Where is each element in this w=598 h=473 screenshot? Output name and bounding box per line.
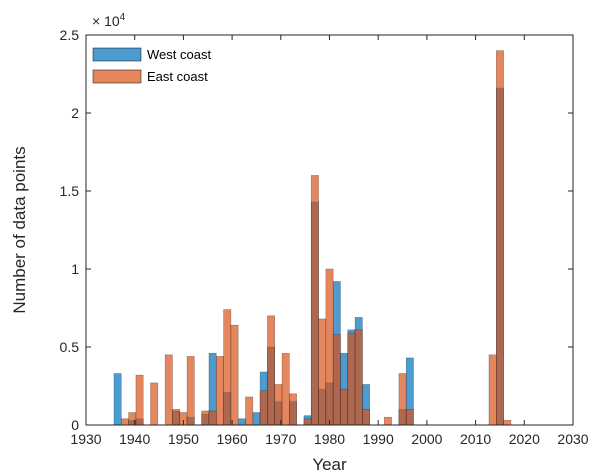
bar xyxy=(362,409,369,425)
x-tick-label: 2010 xyxy=(460,431,491,447)
bar xyxy=(238,419,245,425)
legend-label: West coast xyxy=(147,47,211,62)
legend-swatch xyxy=(93,48,141,61)
x-tick-label: 1940 xyxy=(119,431,150,447)
bar xyxy=(216,356,223,425)
x-tick-label: 1930 xyxy=(70,431,101,447)
bar xyxy=(311,175,318,425)
y-axis-title: Number of data points xyxy=(10,146,29,313)
bar xyxy=(289,394,296,425)
bar xyxy=(319,319,326,425)
x-tick-label: 1960 xyxy=(217,431,248,447)
y-tick-label: 0.5 xyxy=(60,339,80,355)
bar xyxy=(326,269,333,425)
bar xyxy=(187,356,194,425)
x-tick-label: 1990 xyxy=(363,431,394,447)
bar xyxy=(399,374,406,425)
bar xyxy=(348,333,355,425)
bar xyxy=(355,330,362,425)
bar xyxy=(333,335,340,425)
bar xyxy=(304,419,311,425)
y-exponent-label: × 104 xyxy=(92,12,126,29)
x-tick-label: 2030 xyxy=(557,431,588,447)
x-axis-title: Year xyxy=(312,455,347,473)
x-tick-label: 2000 xyxy=(411,431,442,447)
bar xyxy=(121,419,128,425)
bar xyxy=(496,51,503,425)
bar xyxy=(209,411,216,425)
bar xyxy=(253,413,260,425)
bar xyxy=(202,411,209,425)
x-tick-label: 1950 xyxy=(168,431,199,447)
bar xyxy=(282,353,289,425)
bar xyxy=(340,389,347,425)
bar xyxy=(114,374,121,425)
bar xyxy=(224,310,231,425)
legend-swatch xyxy=(93,70,141,83)
bar xyxy=(384,417,391,425)
bar xyxy=(136,375,143,425)
x-tick-label: 2020 xyxy=(509,431,540,447)
legend-label: East coast xyxy=(147,69,208,84)
bar xyxy=(165,355,172,425)
bar xyxy=(267,316,274,425)
bar xyxy=(406,409,413,425)
y-tick-label: 1.5 xyxy=(60,183,80,199)
x-tick-label: 1970 xyxy=(265,431,296,447)
bar xyxy=(489,355,496,425)
bar xyxy=(172,409,179,425)
bar xyxy=(275,384,282,425)
y-tick-label: 0 xyxy=(71,417,79,433)
bar xyxy=(260,391,267,425)
bar xyxy=(245,397,252,425)
x-tick-label: 1980 xyxy=(314,431,345,447)
bar xyxy=(231,325,238,425)
y-tick-label: 2.5 xyxy=(60,27,80,43)
bar xyxy=(504,420,511,425)
bar xyxy=(151,383,158,425)
y-tick-label: 1 xyxy=(71,261,79,277)
y-tick-label: 2 xyxy=(71,105,79,121)
